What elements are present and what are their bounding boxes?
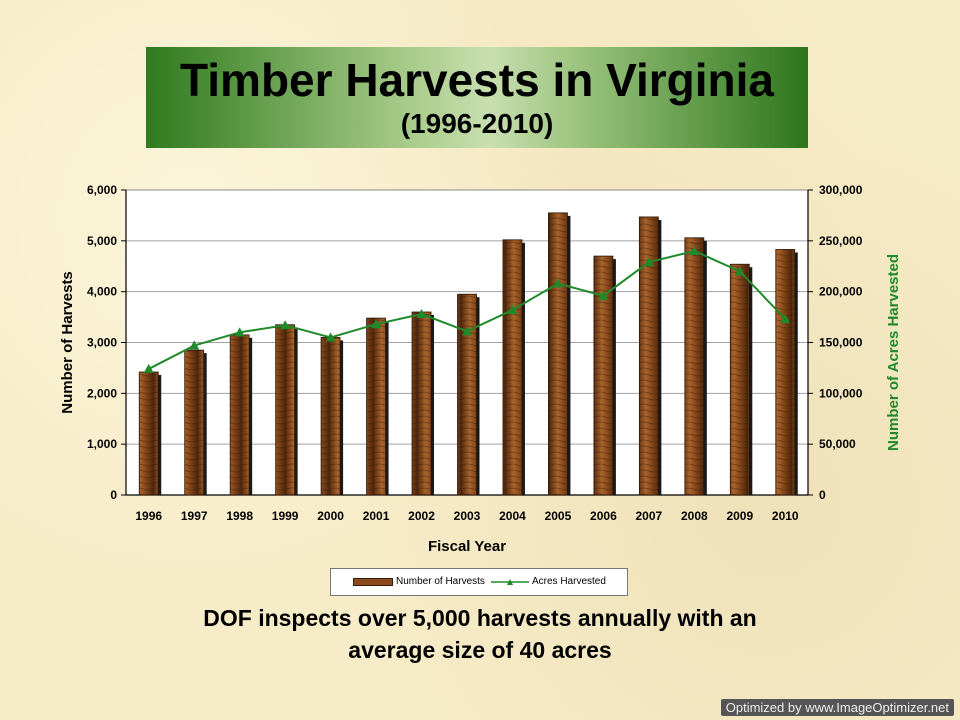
left-tick-label: 5,000 (87, 234, 117, 248)
page-title: Timber Harvests in Virginia (180, 54, 774, 106)
right-tick-label: 100,000 (819, 386, 863, 400)
x-tick-label: 2005 (545, 509, 572, 523)
x-tick-label: 2010 (772, 509, 799, 523)
x-axis-title: Fiscal Year (428, 538, 506, 555)
right-tick-label: 250,000 (819, 234, 863, 248)
x-tick-label: 2000 (317, 509, 344, 523)
y-axis-title: Number of Harvests (59, 271, 76, 414)
bar-harvests (729, 263, 750, 496)
left-tick-label: 4,000 (87, 285, 117, 299)
acres-marker (689, 246, 700, 255)
legend-label-harvests: Number of Harvests (396, 576, 485, 587)
x-tick-label: 2003 (454, 509, 481, 523)
legend-item-acres: Acres Harvested (491, 576, 606, 587)
acres-marker (325, 332, 336, 342)
x-tick-label: 2006 (590, 509, 617, 523)
bar-harvests (638, 216, 659, 496)
bar-harvests (275, 324, 296, 496)
footer-caption: DOF inspects over 5,000 harvests annuall… (80, 602, 880, 666)
acres-marker (280, 320, 291, 330)
right-tick-label: 0 (819, 488, 826, 502)
acres-marker (143, 363, 154, 373)
footer-line-1: DOF inspects over 5,000 harvests annuall… (203, 605, 757, 631)
legend-label-acres: Acres Harvested (532, 576, 606, 587)
acres-marker (643, 257, 654, 267)
x-tick-label: 2009 (726, 509, 753, 523)
acres-marker (780, 314, 791, 324)
left-tick-label: 3,000 (87, 336, 117, 350)
x-tick-label: 2002 (408, 509, 435, 523)
bar-harvests (684, 237, 705, 496)
right-tick-label: 150,000 (819, 336, 863, 350)
bar-harvests (411, 311, 432, 496)
bar-harvests (184, 349, 205, 496)
x-tick-label: 2007 (636, 509, 663, 523)
legend-item-harvests: Number of Harvests (353, 576, 485, 587)
bar-harvests (320, 337, 341, 496)
acres-marker (416, 309, 427, 319)
page-subtitle: (1996-2010) (400, 108, 554, 139)
acres-marker (371, 319, 382, 329)
acres-marker (552, 278, 563, 288)
title-banner: Timber Harvests in Virginia (1996-2010) (146, 47, 808, 148)
x-tick-label: 2004 (499, 509, 526, 523)
left-tick-label: 0 (110, 488, 117, 502)
x-tick-label: 2008 (681, 509, 708, 523)
bar-harvests (548, 212, 568, 496)
acres-marker (598, 290, 609, 300)
right-tick-label: 300,000 (819, 183, 863, 197)
legend-line-swatch (491, 578, 529, 585)
bar-harvests (593, 255, 614, 496)
bar-harvests (457, 293, 477, 496)
x-tick-label: 1997 (181, 509, 208, 523)
acres-marker (234, 327, 245, 337)
x-tick-label: 1998 (226, 509, 253, 523)
right-tick-label: 50,000 (819, 437, 856, 451)
watermark-badge: Optimized by www.ImageOptimizer.net (720, 699, 954, 716)
acres-marker (189, 340, 200, 350)
legend-bar-swatch (353, 577, 393, 586)
left-tick-label: 2,000 (87, 386, 117, 400)
chart-legend: Number of Harvests Acres Harvested (330, 568, 628, 596)
footer-line-2: average size of 40 acres (348, 637, 612, 663)
bar-harvests (138, 371, 159, 496)
acres-marker (507, 304, 518, 314)
x-tick-label: 2001 (363, 509, 390, 523)
right-tick-label: 200,000 (819, 285, 863, 299)
bar-harvests (229, 334, 250, 496)
left-tick-label: 1,000 (87, 437, 117, 451)
bar-harvests (775, 249, 796, 496)
harvest-chart: 0 0 1,000 50,000 2,000 100,000 3,000 150,000 4,0… (59, 183, 902, 555)
x-tick-label: 1999 (272, 509, 299, 523)
bar-harvests (366, 317, 386, 496)
acres-marker (462, 326, 472, 336)
y2-axis-title: Number of Acres Harvested (885, 254, 902, 451)
x-tick-label: 1996 (135, 509, 162, 523)
acres-marker (734, 266, 745, 276)
bar-harvests (502, 239, 523, 496)
left-tick-label: 6,000 (87, 183, 117, 197)
